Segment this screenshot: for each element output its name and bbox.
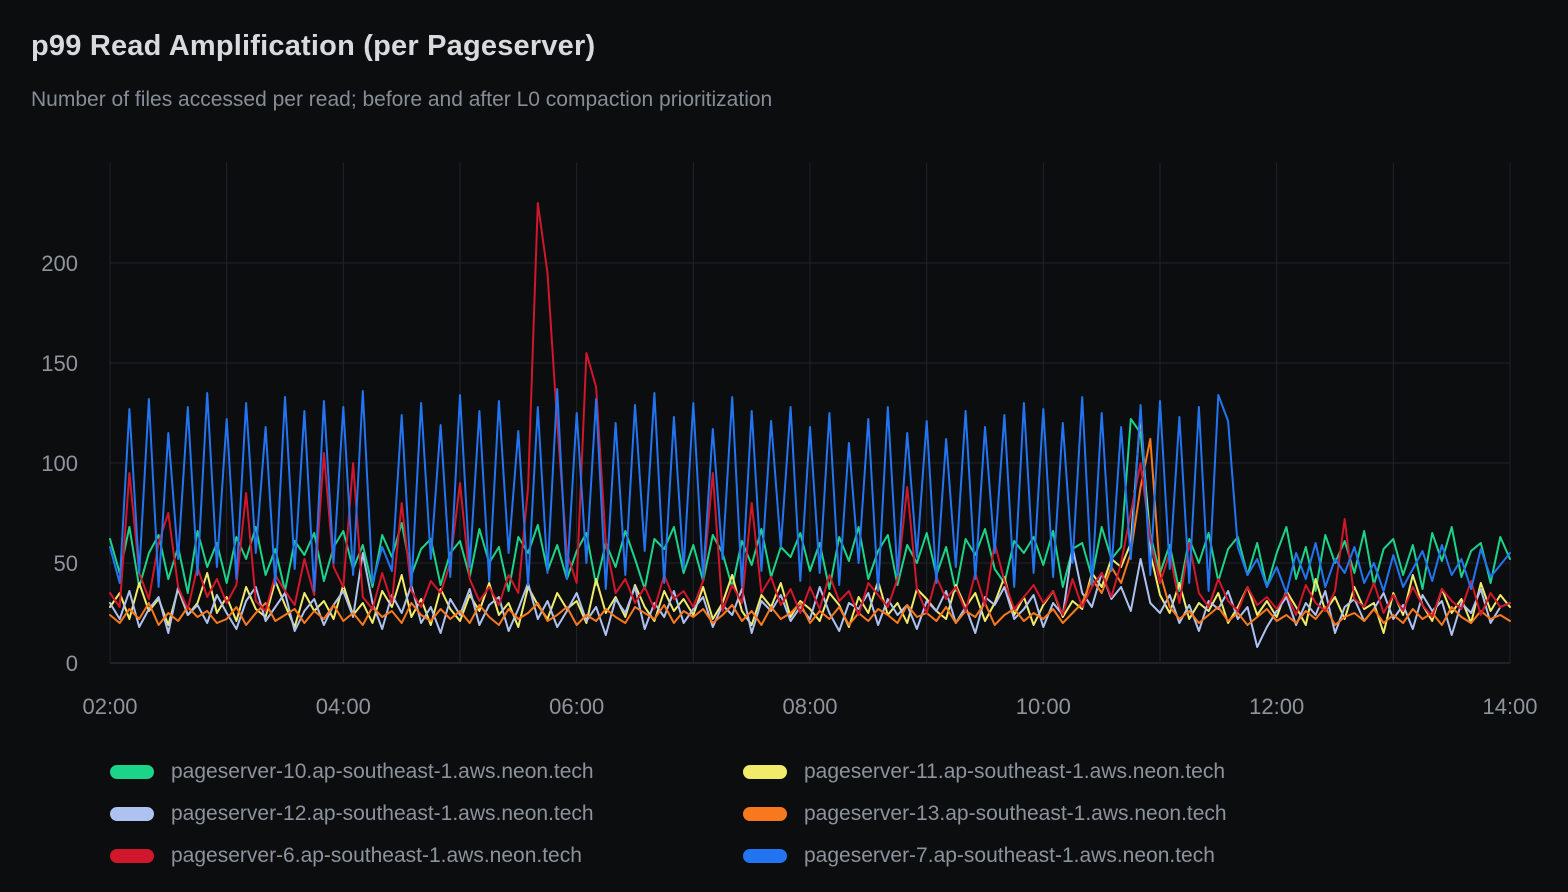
legend-color-pill: [110, 849, 154, 863]
legend-item-pageserver-12[interactable]: pageserver-12.ap-southeast-1.aws.neon.te…: [110, 793, 743, 835]
legend-item-pageserver-6[interactable]: pageserver-6.ap-southeast-1.aws.neon.tec…: [110, 835, 743, 877]
legend-color-pill: [743, 807, 787, 821]
legend-series-label: pageserver-6.ap-southeast-1.aws.neon.tec…: [171, 844, 582, 867]
legend-series-label: pageserver-10.ap-southeast-1.aws.neon.te…: [171, 760, 594, 783]
legend-color-pill: [743, 849, 787, 863]
series-line-pageserver-10: [109, 418, 1511, 594]
legend-color-pill: [110, 807, 154, 821]
x-tick-label: 02:00: [82, 694, 137, 719]
y-tick-label: 50: [54, 551, 78, 576]
x-tick-label: 12:00: [1249, 694, 1304, 719]
x-tick-label: 08:00: [782, 694, 837, 719]
y-tick-label: 100: [41, 451, 78, 476]
series-line-pageserver-12: [109, 546, 1511, 648]
legend-color-pill: [743, 765, 787, 779]
timeseries-chart[interactable]: 0 50 100 150 200 02:00 04:00 06:00 08:00 10:00 12:…: [0, 0, 1568, 745]
x-tick-label: 04:00: [316, 694, 371, 719]
x-tick-label: 06:00: [549, 694, 604, 719]
series-line-pageserver-6: [109, 202, 1511, 618]
legend-item-pageserver-10[interactable]: pageserver-10.ap-southeast-1.aws.neon.te…: [110, 751, 743, 793]
y-tick-label: 200: [41, 251, 78, 276]
panel-subtitle: Number of files accessed per read; befor…: [31, 88, 773, 111]
x-tick-label: 14:00: [1482, 694, 1537, 719]
legend-series-label: pageserver-13.ap-southeast-1.aws.neon.te…: [804, 802, 1227, 825]
legend-item-pageserver-13[interactable]: pageserver-13.ap-southeast-1.aws.neon.te…: [743, 793, 1227, 835]
x-tick-label: 10:00: [1016, 694, 1071, 719]
y-tick-label: 0: [66, 651, 78, 676]
y-tick-label: 150: [41, 351, 78, 376]
legend-item-pageserver-11[interactable]: pageserver-11.ap-southeast-1.aws.neon.te…: [743, 751, 1227, 793]
legend-series-label: pageserver-12.ap-southeast-1.aws.neon.te…: [171, 802, 594, 825]
panel-title: p99 Read Amplification (per Pageserver): [31, 30, 596, 62]
legend-color-pill: [110, 765, 154, 779]
chart-legend: pageserver-10.ap-southeast-1.aws.neon.te…: [110, 751, 1227, 877]
legend-item-pageserver-7[interactable]: pageserver-7.ap-southeast-1.aws.neon.tec…: [743, 835, 1227, 877]
legend-series-label: pageserver-7.ap-southeast-1.aws.neon.tec…: [804, 844, 1215, 867]
legend-series-label: pageserver-11.ap-southeast-1.aws.neon.te…: [804, 760, 1226, 783]
series-line-pageserver-13: [109, 438, 1511, 626]
series-line-pageserver-7: [109, 388, 1511, 594]
